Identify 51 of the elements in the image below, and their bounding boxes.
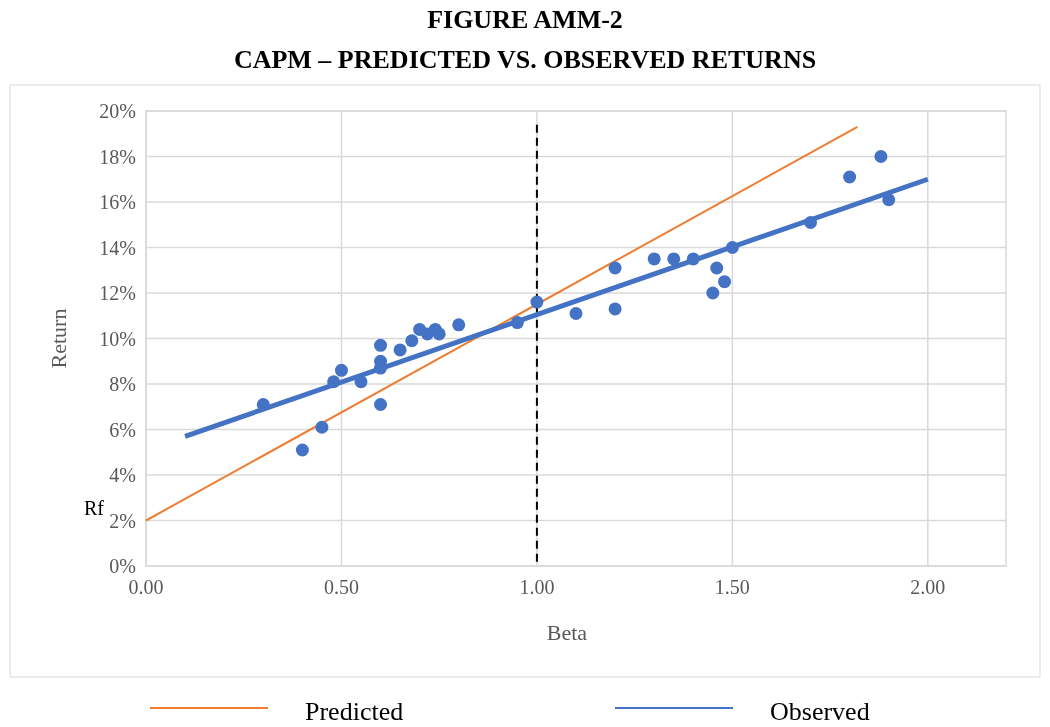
point (432, 327, 446, 341)
y-tick-label: 0% (109, 555, 136, 577)
point (569, 306, 583, 320)
chart-title: FIGURE AMM-2 (427, 5, 623, 34)
point (510, 316, 524, 330)
y-tick-label: 16% (99, 191, 136, 213)
y-tick-label: 8% (109, 373, 136, 395)
y-tick-label: 10% (99, 327, 136, 350)
y-tick-label: 20% (99, 100, 136, 122)
point (405, 334, 419, 348)
annotation: Rf (84, 496, 105, 519)
y-axis-title: Return (46, 308, 71, 369)
point (706, 286, 720, 300)
point (374, 397, 388, 411)
point (354, 375, 368, 389)
x-axis-title: Beta (546, 620, 588, 645)
x-tick-label: 1.50 (714, 576, 750, 598)
legend-label: Observed (770, 697, 870, 726)
x-tick-label: 0.00 (128, 576, 164, 598)
point (295, 443, 309, 457)
point (718, 275, 732, 289)
point (882, 193, 896, 207)
y-tick-label: 14% (99, 236, 136, 259)
point (334, 363, 348, 377)
point (256, 397, 270, 411)
point (843, 170, 857, 184)
point (327, 375, 341, 389)
y-tick-label: 12% (99, 282, 136, 304)
point (374, 338, 388, 352)
point (686, 252, 700, 266)
chart-subtitle: CAPM – PREDICTED VS. OBSERVED RETURNS (233, 45, 817, 74)
x-tick-label: 0.50 (323, 576, 359, 598)
point (804, 215, 818, 229)
y-tick-label: 18% (99, 145, 136, 168)
y-tick-label: 4% (109, 464, 136, 486)
point (608, 261, 622, 275)
point (315, 420, 329, 434)
y-tick-label: 6% (109, 418, 136, 441)
point (725, 241, 739, 254)
point (452, 318, 466, 332)
x-tick-label: 2.00 (910, 576, 946, 598)
point (393, 343, 407, 357)
point (667, 252, 681, 266)
legend-label: Predicted (305, 697, 404, 726)
y-tick-label: 2% (109, 509, 136, 532)
point (530, 295, 544, 309)
point (608, 302, 622, 316)
point (710, 261, 724, 275)
point (647, 252, 661, 266)
point (874, 150, 888, 163)
x-tick-label: 1.00 (519, 576, 555, 598)
